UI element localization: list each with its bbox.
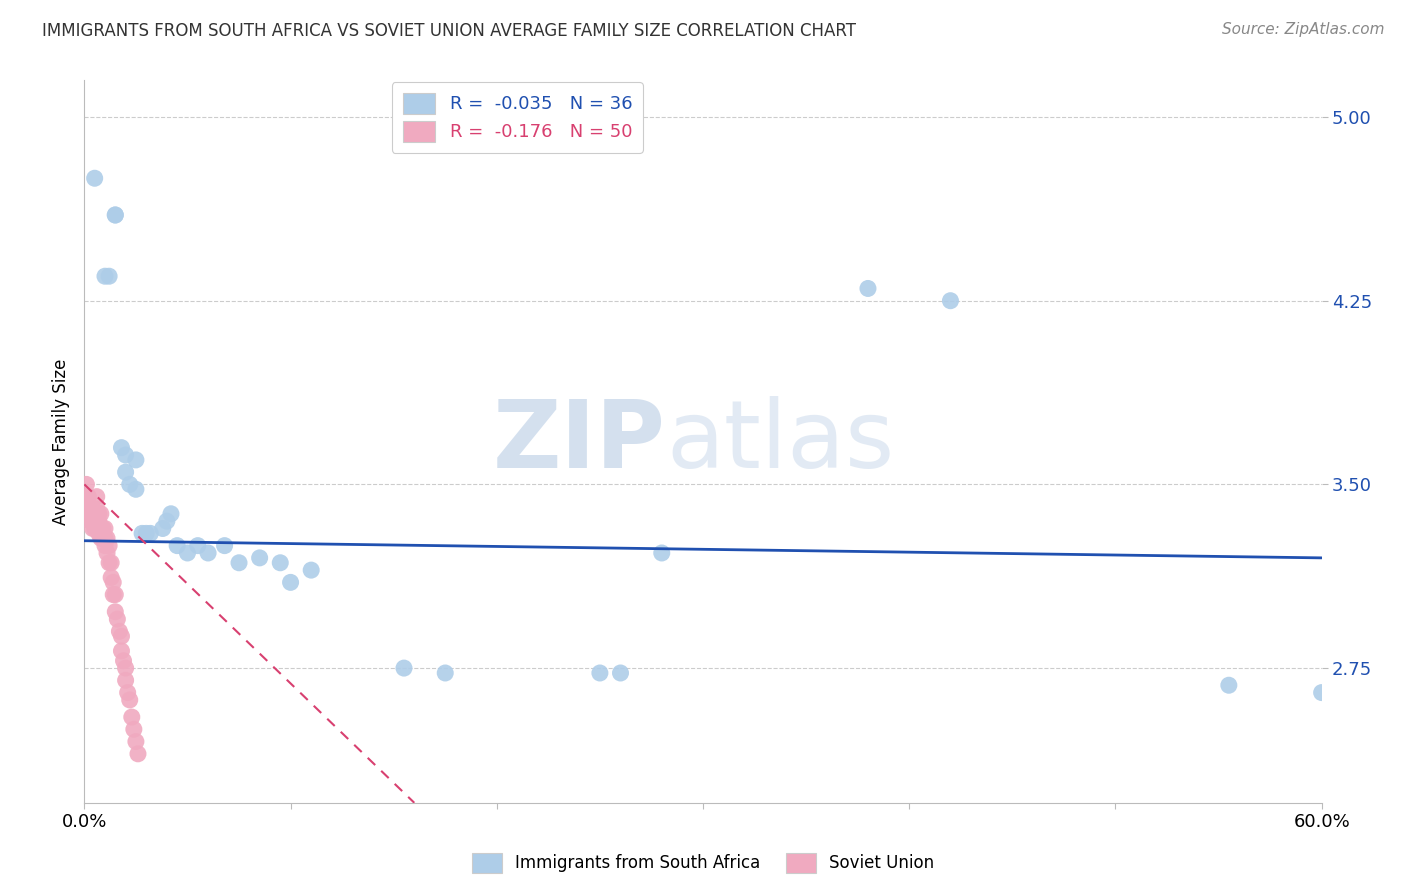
Point bbox=[83, 507, 105, 521]
Point bbox=[94, 269, 117, 284]
Point bbox=[83, 171, 105, 186]
Point bbox=[110, 644, 132, 658]
Point bbox=[90, 531, 112, 545]
Point bbox=[609, 665, 631, 680]
Point bbox=[114, 661, 136, 675]
Point bbox=[94, 539, 117, 553]
Point bbox=[187, 539, 209, 553]
Point bbox=[87, 507, 110, 521]
Point bbox=[79, 502, 101, 516]
Point bbox=[176, 546, 198, 560]
Point bbox=[94, 531, 117, 545]
Point bbox=[125, 483, 148, 497]
Point bbox=[110, 629, 132, 643]
Point bbox=[299, 563, 322, 577]
Point bbox=[651, 546, 673, 560]
Text: atlas: atlas bbox=[666, 395, 894, 488]
Point bbox=[77, 502, 100, 516]
Point bbox=[75, 490, 97, 504]
Point bbox=[125, 734, 148, 748]
Point bbox=[104, 588, 127, 602]
Point bbox=[82, 521, 104, 535]
Point bbox=[103, 588, 125, 602]
Point bbox=[96, 531, 118, 545]
Point bbox=[104, 208, 127, 222]
Point bbox=[214, 539, 236, 553]
Point bbox=[104, 605, 127, 619]
Point bbox=[1218, 678, 1240, 692]
Point bbox=[1310, 685, 1333, 699]
Point bbox=[197, 546, 219, 560]
Point bbox=[392, 661, 415, 675]
Text: ZIP: ZIP bbox=[494, 395, 666, 488]
Point bbox=[856, 281, 879, 295]
Y-axis label: Average Family Size: Average Family Size bbox=[52, 359, 70, 524]
Point bbox=[122, 723, 145, 737]
Point bbox=[104, 208, 127, 222]
Point bbox=[160, 507, 183, 521]
Point bbox=[269, 556, 291, 570]
Point bbox=[86, 514, 108, 528]
Point bbox=[100, 570, 122, 584]
Point bbox=[117, 685, 139, 699]
Point bbox=[90, 521, 112, 535]
Text: IMMIGRANTS FROM SOUTH AFRICA VS SOVIET UNION AVERAGE FAMILY SIZE CORRELATION CHA: IMMIGRANTS FROM SOUTH AFRICA VS SOVIET U… bbox=[42, 22, 856, 40]
Point bbox=[77, 490, 100, 504]
Point bbox=[79, 507, 101, 521]
Point bbox=[86, 502, 108, 516]
Point bbox=[83, 521, 105, 535]
Point bbox=[139, 526, 162, 541]
Point bbox=[121, 710, 143, 724]
Point bbox=[589, 665, 612, 680]
Point bbox=[280, 575, 302, 590]
Point bbox=[135, 526, 157, 541]
Point bbox=[110, 441, 132, 455]
Point bbox=[114, 448, 136, 462]
Point bbox=[112, 654, 135, 668]
Point bbox=[156, 514, 179, 528]
Point bbox=[98, 556, 121, 570]
Point bbox=[127, 747, 149, 761]
Point bbox=[96, 546, 118, 560]
Point bbox=[108, 624, 131, 639]
Point bbox=[103, 575, 125, 590]
Point bbox=[79, 514, 101, 528]
Point bbox=[105, 612, 128, 626]
Point bbox=[98, 269, 121, 284]
Point bbox=[152, 521, 174, 535]
Point bbox=[114, 465, 136, 479]
Point bbox=[94, 521, 117, 535]
Point bbox=[125, 453, 148, 467]
Point bbox=[98, 539, 121, 553]
Text: Source: ZipAtlas.com: Source: ZipAtlas.com bbox=[1222, 22, 1385, 37]
Point bbox=[87, 514, 110, 528]
Point bbox=[939, 293, 962, 308]
Point bbox=[118, 693, 141, 707]
Legend: R =  -0.035   N = 36, R =  -0.176   N = 50: R = -0.035 N = 36, R = -0.176 N = 50 bbox=[392, 82, 643, 153]
Point bbox=[114, 673, 136, 688]
Point bbox=[249, 550, 271, 565]
Point bbox=[87, 526, 110, 541]
Point bbox=[83, 514, 105, 528]
Point bbox=[91, 531, 114, 545]
Point bbox=[82, 514, 104, 528]
Point bbox=[118, 477, 141, 491]
Point bbox=[131, 526, 153, 541]
Legend: Immigrants from South Africa, Soviet Union: Immigrants from South Africa, Soviet Uni… bbox=[465, 847, 941, 880]
Point bbox=[82, 502, 104, 516]
Point bbox=[434, 665, 457, 680]
Point bbox=[90, 507, 112, 521]
Point bbox=[75, 477, 97, 491]
Point bbox=[86, 490, 108, 504]
Point bbox=[100, 556, 122, 570]
Point bbox=[91, 521, 114, 535]
Point bbox=[166, 539, 188, 553]
Point bbox=[228, 556, 250, 570]
